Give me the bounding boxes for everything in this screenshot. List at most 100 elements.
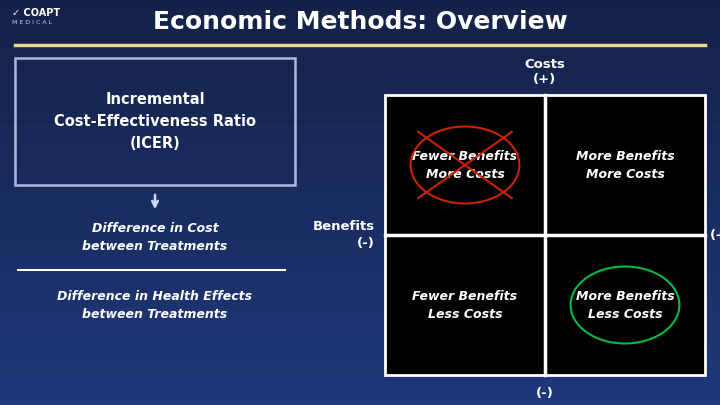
Bar	[0, 300, 720, 304]
Bar	[0, 202, 720, 207]
Bar	[0, 251, 720, 255]
Bar	[0, 138, 720, 142]
Bar	[0, 130, 720, 134]
Bar	[0, 109, 720, 113]
Bar	[0, 178, 720, 182]
Bar	[0, 320, 720, 324]
Bar	[0, 235, 720, 239]
Bar	[0, 93, 720, 97]
Bar	[0, 65, 720, 69]
Bar	[0, 279, 720, 284]
Bar	[0, 182, 720, 186]
Bar	[0, 32, 720, 36]
Bar	[0, 162, 720, 166]
Bar	[0, 73, 720, 77]
Bar	[0, 316, 720, 320]
Bar	[0, 36, 720, 40]
Bar	[0, 304, 720, 308]
Bar	[0, 255, 720, 259]
Bar	[0, 397, 720, 401]
Bar	[0, 24, 720, 28]
Bar	[0, 174, 720, 178]
Bar	[0, 223, 720, 227]
Bar	[0, 170, 720, 174]
Text: ✓ COAPT: ✓ COAPT	[12, 8, 60, 18]
Bar	[0, 360, 720, 364]
Bar	[0, 381, 720, 385]
Text: More Benefits
Less Costs: More Benefits Less Costs	[575, 290, 675, 320]
Bar	[0, 332, 720, 336]
Bar	[0, 28, 720, 32]
Bar	[0, 45, 720, 49]
Bar	[0, 328, 720, 332]
Text: M E D I C A L: M E D I C A L	[12, 20, 52, 25]
Bar	[0, 344, 720, 348]
Bar	[0, 393, 720, 397]
Bar	[385, 235, 545, 375]
Bar	[0, 247, 720, 251]
Bar	[0, 219, 720, 223]
Bar	[0, 142, 720, 146]
Bar	[0, 324, 720, 328]
Text: Economic Methods: Overview: Economic Methods: Overview	[153, 10, 567, 34]
Bar	[0, 267, 720, 271]
Bar	[0, 16, 720, 20]
Bar	[0, 81, 720, 85]
Bar	[0, 385, 720, 389]
Bar	[0, 373, 720, 377]
Bar	[545, 95, 705, 235]
Bar	[0, 389, 720, 393]
Text: (+): (+)	[710, 228, 720, 241]
Bar	[0, 49, 720, 53]
Bar	[0, 296, 720, 300]
Bar	[0, 53, 720, 57]
Bar	[0, 288, 720, 292]
Text: Incremental
Cost-Effectiveness Ratio
(ICER): Incremental Cost-Effectiveness Ratio (IC…	[54, 92, 256, 151]
Bar	[0, 117, 720, 121]
Bar	[0, 356, 720, 360]
Text: Difference in Cost
between Treatments: Difference in Cost between Treatments	[82, 222, 228, 254]
Bar	[0, 215, 720, 219]
Bar	[0, 369, 720, 373]
Bar	[0, 89, 720, 93]
Bar	[0, 377, 720, 381]
Bar	[0, 40, 720, 45]
Text: Fewer Benefits
More Costs: Fewer Benefits More Costs	[413, 149, 518, 181]
Bar	[0, 150, 720, 154]
Bar	[0, 271, 720, 275]
Text: (-): (-)	[536, 386, 554, 399]
Bar	[0, 77, 720, 81]
Bar	[0, 336, 720, 340]
Bar	[0, 348, 720, 352]
Bar	[0, 122, 720, 126]
Bar	[0, 352, 720, 356]
Text: More Benefits
More Costs: More Benefits More Costs	[575, 149, 675, 181]
Bar	[0, 69, 720, 73]
Bar	[0, 194, 720, 198]
Bar	[0, 243, 720, 247]
Bar	[385, 95, 545, 235]
Bar	[0, 198, 720, 202]
Bar	[0, 126, 720, 130]
Text: Fewer Benefits
Less Costs: Fewer Benefits Less Costs	[413, 290, 518, 320]
Bar	[0, 57, 720, 61]
Bar	[0, 154, 720, 158]
Bar	[0, 231, 720, 235]
Bar	[0, 146, 720, 150]
Bar	[0, 158, 720, 162]
Bar	[0, 312, 720, 316]
Bar	[0, 308, 720, 312]
Bar	[385, 95, 705, 375]
Bar	[0, 227, 720, 231]
Text: Benefits
(-): Benefits (-)	[313, 220, 375, 249]
Bar	[545, 235, 705, 375]
Bar	[0, 275, 720, 279]
Bar	[0, 105, 720, 109]
Bar	[0, 263, 720, 267]
Bar	[0, 239, 720, 243]
Bar	[0, 211, 720, 215]
Bar	[0, 61, 720, 65]
Bar	[0, 401, 720, 405]
Bar	[0, 190, 720, 194]
Bar	[0, 0, 720, 4]
